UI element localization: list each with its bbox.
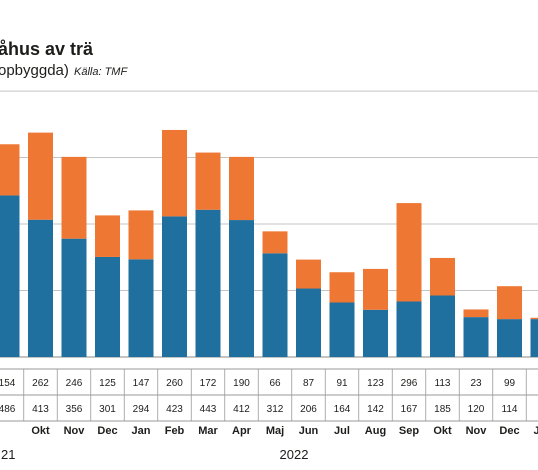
bar-top bbox=[95, 215, 120, 257]
table-cell-top: 246 bbox=[66, 378, 83, 389]
table-cell-top: 66 bbox=[269, 378, 281, 389]
bar-bottom bbox=[95, 256, 120, 357]
table-cell-bottom: 423 bbox=[166, 404, 183, 415]
month-label: Dec bbox=[499, 425, 519, 437]
bar-top bbox=[329, 272, 355, 303]
month-label: Jan bbox=[534, 425, 538, 437]
bar-top bbox=[162, 129, 187, 217]
table-cell-bottom: 185 bbox=[434, 404, 451, 415]
table-cell-top: 190 bbox=[233, 378, 250, 389]
bar-bottom bbox=[296, 288, 321, 357]
table-cell-bottom: 120 bbox=[468, 404, 485, 415]
bar-bottom bbox=[195, 209, 221, 357]
bar-top bbox=[363, 268, 388, 310]
bar-top bbox=[430, 257, 455, 296]
bar-top bbox=[28, 132, 53, 220]
bar-top bbox=[262, 231, 288, 254]
bar-top bbox=[497, 286, 522, 320]
table-cell-top: 23 bbox=[470, 378, 482, 389]
bar-bottom bbox=[363, 309, 388, 357]
bar-top bbox=[61, 156, 87, 239]
table-cell-bottom: 294 bbox=[133, 404, 150, 415]
table-cell-top: 296 bbox=[401, 378, 418, 389]
bar-top bbox=[463, 309, 489, 318]
month-label: Dec bbox=[97, 425, 117, 437]
bar-top bbox=[296, 259, 321, 289]
table-cell-bottom: 413 bbox=[32, 404, 49, 415]
month-label: Mar bbox=[198, 425, 218, 437]
table-cell-bottom: 142 bbox=[367, 404, 384, 415]
month-label: Jun bbox=[299, 425, 319, 437]
month-label: Sep bbox=[399, 425, 419, 437]
bar-top bbox=[396, 203, 422, 302]
bar-bottom bbox=[530, 319, 538, 357]
month-label: Okt bbox=[31, 425, 50, 437]
table-cell-top: 260 bbox=[166, 378, 183, 389]
table-cell-top: 154 bbox=[0, 378, 16, 389]
bar-bottom bbox=[396, 301, 422, 357]
year-label: 2022 bbox=[280, 447, 309, 462]
chart-source: Källa: TMF bbox=[74, 66, 128, 78]
month-label: Aug bbox=[365, 425, 386, 437]
table-cell-bottom: 114 bbox=[502, 404, 518, 415]
table-cell-top: 147 bbox=[133, 378, 150, 389]
month-label: Nov bbox=[466, 425, 488, 437]
bar-bottom bbox=[162, 216, 187, 357]
table-cell-bottom: 412 bbox=[233, 404, 250, 415]
table-cell-bottom: 164 bbox=[334, 404, 351, 415]
bar-bottom bbox=[229, 220, 254, 357]
bar-bottom bbox=[61, 238, 87, 357]
year-label: 21 bbox=[1, 447, 15, 462]
table-cell-top: 125 bbox=[99, 378, 116, 389]
table-cell-bottom: 312 bbox=[267, 404, 284, 415]
table-cell-bottom: 486 bbox=[0, 404, 16, 415]
table-cell-top: 99 bbox=[504, 378, 516, 389]
table-cell-top: 87 bbox=[303, 378, 315, 389]
table-cell-top: 172 bbox=[200, 378, 217, 389]
table-cell-top: 262 bbox=[32, 378, 49, 389]
bar-top bbox=[229, 156, 254, 221]
month-axis: Okt Nov Dec Jan Feb Mar Apr Maj Jun Jul Aug Sep Okt N… bbox=[1, 425, 538, 462]
month-label: Jul bbox=[334, 425, 350, 437]
chart-subtitle: opbyggda) bbox=[0, 62, 69, 79]
bar-bottom bbox=[128, 259, 154, 357]
bar-top bbox=[128, 210, 154, 260]
table-cell-top: 113 bbox=[435, 378, 451, 389]
month-label: Jan bbox=[132, 425, 151, 437]
month-label: Nov bbox=[64, 425, 86, 437]
table-cell-bottom: 167 bbox=[401, 404, 418, 415]
table-cell-bottom: 356 bbox=[66, 404, 83, 415]
value-table: 154 262 246 125 147 260 172 190 66 87 91 123 296 113 2… bbox=[0, 368, 538, 422]
bar-top bbox=[530, 317, 538, 320]
table-cell-top: 91 bbox=[336, 378, 348, 389]
bar-bottom bbox=[28, 219, 53, 357]
bar-bottom bbox=[497, 319, 522, 357]
bar-bottom bbox=[430, 295, 455, 357]
bar-top bbox=[195, 152, 221, 210]
table-cell-bottom: 206 bbox=[300, 404, 317, 415]
bars bbox=[0, 129, 538, 357]
table-cell-top: 123 bbox=[367, 378, 384, 389]
month-label: Apr bbox=[232, 425, 252, 437]
month-label: Maj bbox=[266, 425, 284, 437]
table-cell-bottom: 301 bbox=[99, 404, 116, 415]
bar-bottom bbox=[262, 253, 288, 357]
chart-title: åhus av trä bbox=[0, 39, 94, 59]
table-cell-bottom: 443 bbox=[200, 404, 217, 415]
bar-bottom bbox=[329, 302, 355, 357]
month-label: Okt bbox=[433, 425, 452, 437]
bar-bottom bbox=[463, 317, 489, 357]
month-label: Feb bbox=[165, 425, 185, 437]
bar-top bbox=[0, 144, 20, 196]
bar-bottom bbox=[0, 195, 20, 357]
